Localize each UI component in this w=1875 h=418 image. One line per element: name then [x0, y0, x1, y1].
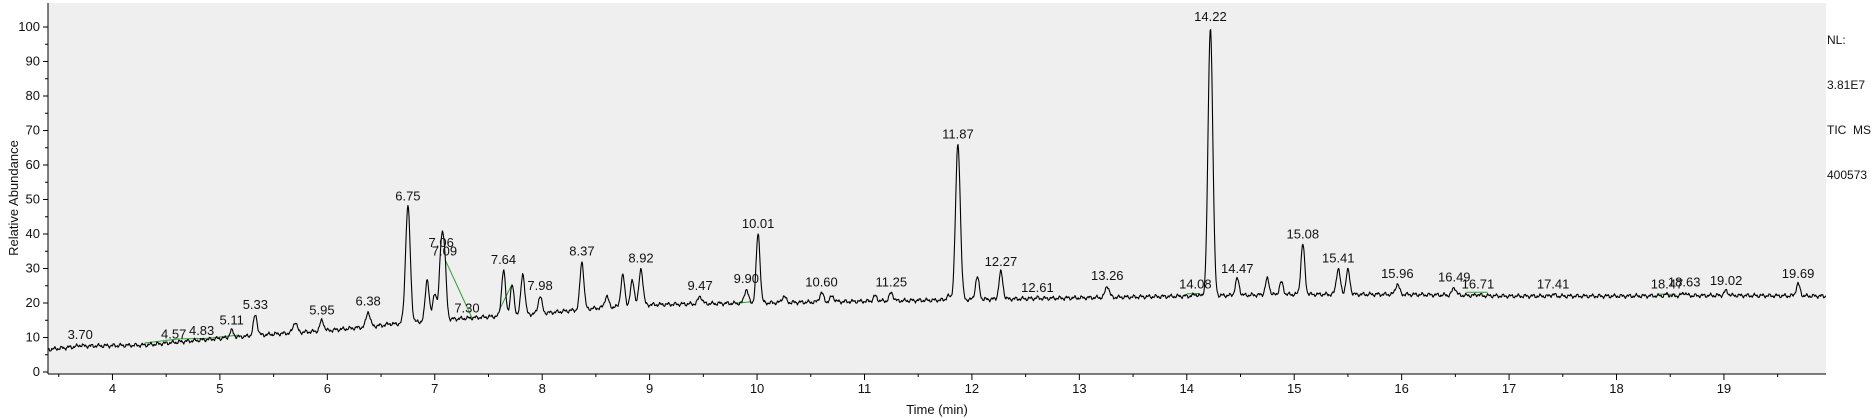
file-id: 400573 — [1827, 168, 1868, 182]
plot-area — [48, 3, 1826, 374]
nl-label: NL: — [1827, 33, 1846, 47]
trace-label: TIC MS — [1827, 123, 1871, 137]
peak-label: 9.90 — [734, 271, 759, 286]
peak-label: 10.60 — [805, 275, 838, 290]
y-tick-label: 20 — [26, 295, 40, 310]
x-tick-label: 11 — [858, 381, 872, 396]
baseline-segment — [445, 260, 473, 319]
x-tick-label: 5 — [216, 381, 223, 396]
peak-label: 3.70 — [68, 327, 93, 342]
peak-label: 16.49 — [1438, 269, 1471, 284]
x-tick-label: 8 — [539, 381, 546, 396]
peak-labels: 3.70 4.57 4.83 5.115.33 5.95 6.38 6.75 7.067.09… — [68, 9, 1815, 342]
x-tick-label: 18 — [1609, 381, 1623, 396]
baseline-segment — [179, 337, 208, 340]
y-tick-label: 30 — [26, 261, 40, 276]
peak-label: 8.37 — [569, 244, 594, 259]
peak-label: 7.06 — [429, 235, 454, 250]
nl-value: 3.81E7 — [1827, 78, 1866, 92]
peak-label: 7.64 — [491, 252, 516, 267]
x-tick-label: 16 — [1394, 381, 1408, 396]
axes: 0 10 20 30 40 50 60 70 80 90 100 4 5 6 7 8 9 10 11 12 13 14 15… — [18, 3, 1826, 396]
x-tick-label: 10 — [750, 381, 764, 396]
tic-trace — [47, 29, 1827, 352]
peak-label: 5.95 — [309, 302, 334, 317]
x-tick-label: 17 — [1502, 381, 1516, 396]
peak-label: 6.38 — [355, 294, 380, 309]
peak-label: 15.08 — [1287, 226, 1320, 241]
peak-label: 14.22 — [1194, 9, 1227, 24]
peak-label: 19.69 — [1782, 266, 1815, 281]
x-axis-title: Time (min) — [906, 402, 968, 417]
y-tick-label: 10 — [26, 330, 40, 345]
peak-label: 5.11 — [220, 313, 244, 328]
y-tick-label: 0 — [33, 364, 40, 379]
peak-label: 9.47 — [687, 278, 712, 293]
x-tick-label: 14 — [1180, 381, 1194, 396]
peak-label: 7.09 — [432, 244, 457, 259]
peak-label: 5.33 — [243, 297, 268, 312]
peak-label: 11.25 — [876, 275, 908, 290]
peak-label: 10.01 — [742, 216, 775, 231]
peak-label: 17.41 — [1537, 276, 1570, 291]
x-tick-label: 4 — [109, 381, 116, 396]
x-tick-label: 15 — [1287, 381, 1301, 396]
peak-label: 12.61 — [1021, 280, 1054, 295]
peak-label: 19.02 — [1710, 273, 1743, 288]
y-tick-label: 40 — [26, 226, 40, 241]
peak-label: 4.57 — [161, 327, 186, 342]
y-tick-label: 90 — [26, 54, 40, 69]
peak-label: 14.08 — [1179, 276, 1212, 291]
peak-label: 13.26 — [1091, 268, 1124, 283]
peak-label: 16.71 — [1462, 276, 1495, 291]
x-tick-label: 9 — [646, 381, 653, 396]
peak-label: 18.47 — [1651, 276, 1684, 291]
peak-label: 7.98 — [527, 278, 552, 293]
x-tick-label: 19 — [1717, 381, 1731, 396]
peak-label: 12.27 — [985, 254, 1018, 269]
x-tick-label: 12 — [965, 381, 979, 396]
y-tick-label: 60 — [26, 157, 40, 172]
y-tick-label: 100 — [18, 19, 40, 34]
y-tick-label: 70 — [26, 123, 40, 138]
peak-label: 6.75 — [395, 188, 420, 203]
x-tick-label: 6 — [324, 381, 331, 396]
peak-label: 7.30 — [454, 301, 479, 316]
peak-label: 15.41 — [1322, 251, 1355, 266]
side-info-panel: NL: 3.81E7 TIC MS 400573 — [1827, 3, 1871, 198]
peak-label: 15.96 — [1381, 266, 1414, 281]
peak-label: 4.83 — [189, 323, 214, 338]
y-tick-label: 50 — [26, 192, 40, 207]
x-tick-label: 7 — [431, 381, 438, 396]
y-tick-label: 80 — [26, 88, 40, 103]
peak-label: 14.47 — [1221, 261, 1254, 276]
peak-label: 11.87 — [942, 126, 974, 141]
y-axis-title: Relative Abundance — [6, 140, 21, 256]
peak-label: 8.92 — [628, 251, 653, 266]
x-tick-label: 13 — [1072, 381, 1086, 396]
peak-label: 18.63 — [1668, 275, 1701, 290]
